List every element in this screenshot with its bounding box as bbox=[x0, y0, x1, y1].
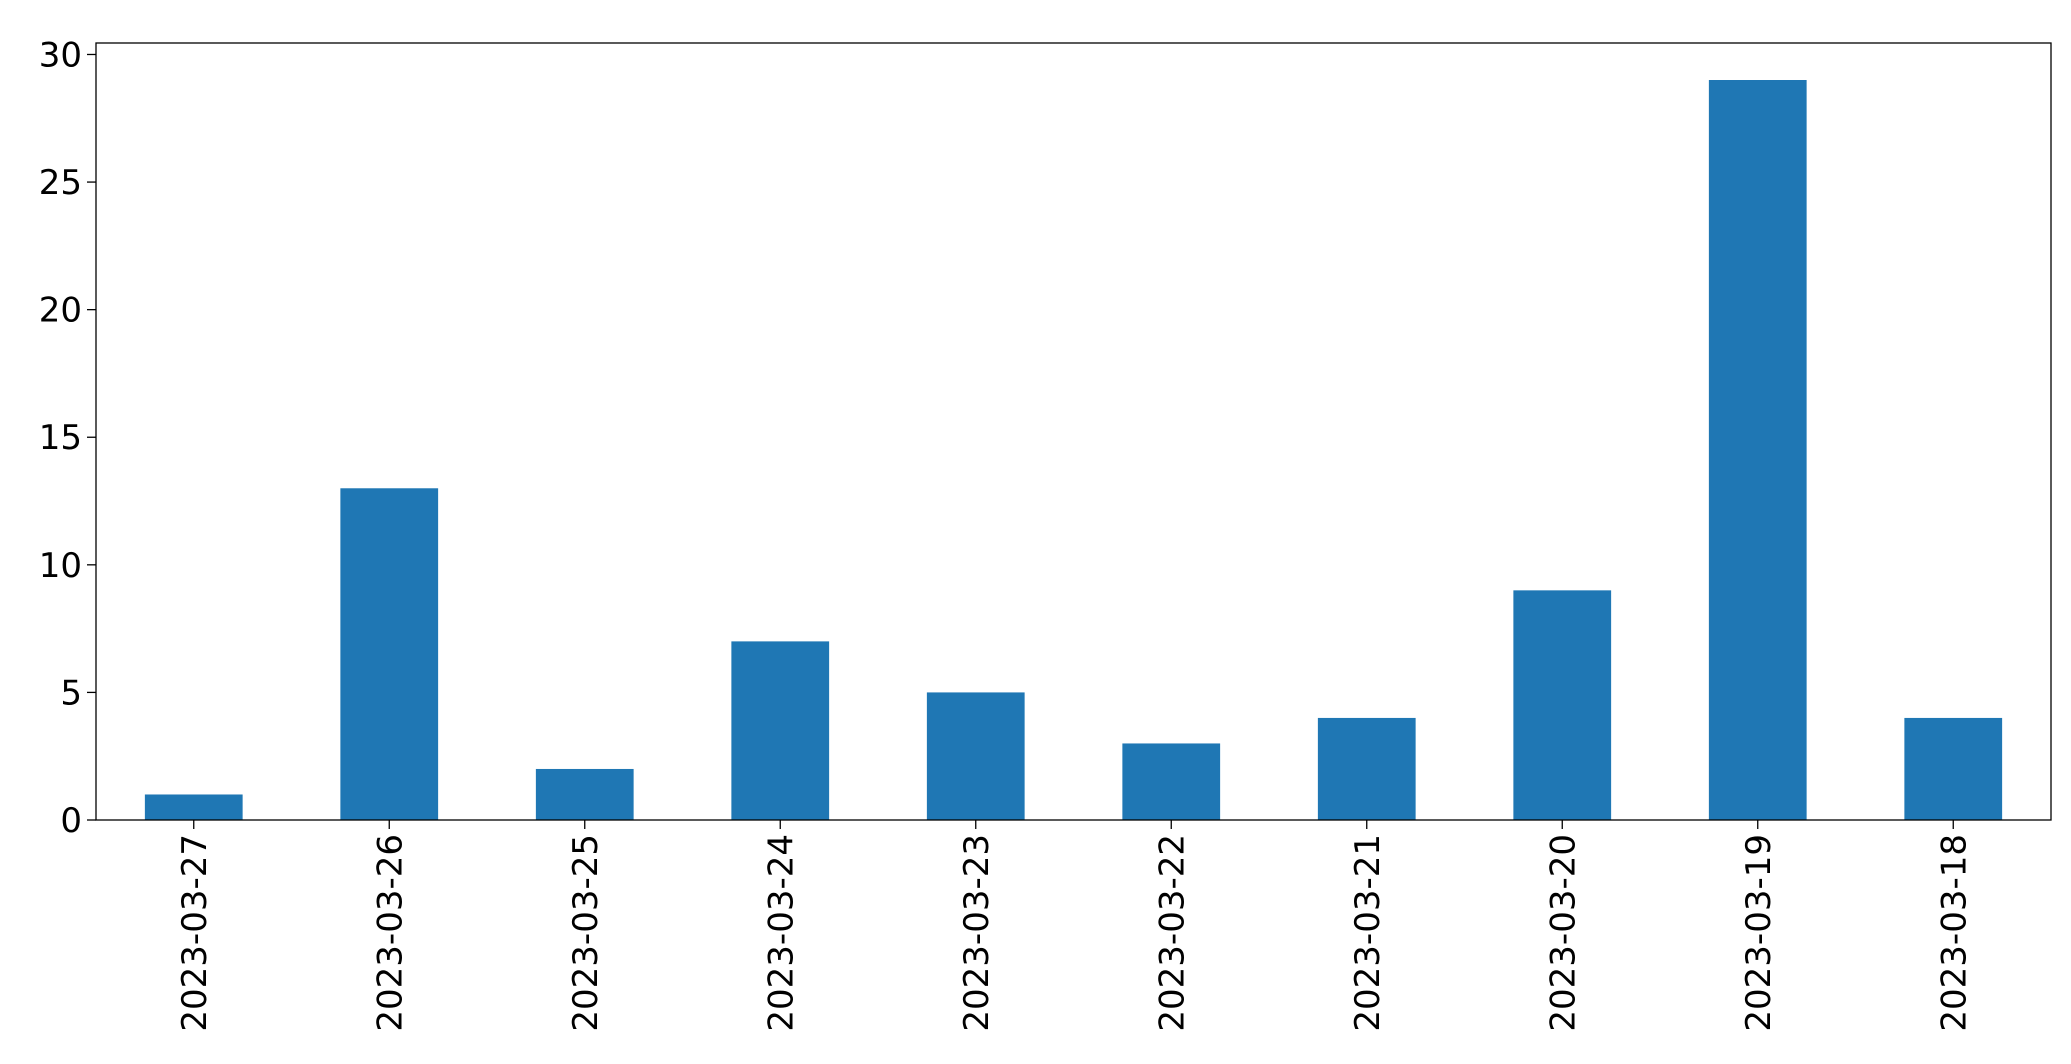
x-tick-label: 2023-03-18 bbox=[1934, 834, 1974, 1032]
bar bbox=[926, 692, 1025, 820]
bar bbox=[340, 488, 439, 820]
y-tick-label: 25 bbox=[39, 163, 82, 203]
x-tick-label: 2023-03-23 bbox=[957, 834, 997, 1032]
x-tick-label: 2023-03-19 bbox=[1739, 834, 1779, 1032]
x-tick-label: 2023-03-27 bbox=[175, 834, 215, 1032]
y-tick-label: 10 bbox=[39, 546, 82, 586]
bar bbox=[1122, 743, 1221, 820]
bar bbox=[144, 794, 243, 820]
bar bbox=[1708, 80, 1807, 820]
bar bbox=[1513, 590, 1612, 820]
x-tick-label: 2023-03-20 bbox=[1543, 834, 1583, 1032]
y-tick-label: 30 bbox=[39, 35, 82, 75]
bar bbox=[731, 641, 830, 820]
bar bbox=[1317, 717, 1416, 820]
x-tick-label: 2023-03-22 bbox=[1152, 834, 1192, 1032]
y-tick-label: 0 bbox=[60, 801, 82, 841]
x-tick-label: 2023-03-26 bbox=[370, 834, 410, 1032]
y-tick-label: 20 bbox=[39, 291, 82, 331]
x-tick-label: 2023-03-21 bbox=[1348, 834, 1388, 1032]
x-tick-label: 2023-03-24 bbox=[761, 834, 801, 1032]
plot-frame bbox=[95, 42, 2052, 821]
bar bbox=[535, 768, 634, 820]
y-tick-label: 5 bbox=[60, 673, 82, 713]
bar bbox=[1904, 717, 2003, 820]
x-tick-label: 2023-03-25 bbox=[566, 834, 606, 1032]
y-tick-label: 15 bbox=[39, 418, 82, 458]
